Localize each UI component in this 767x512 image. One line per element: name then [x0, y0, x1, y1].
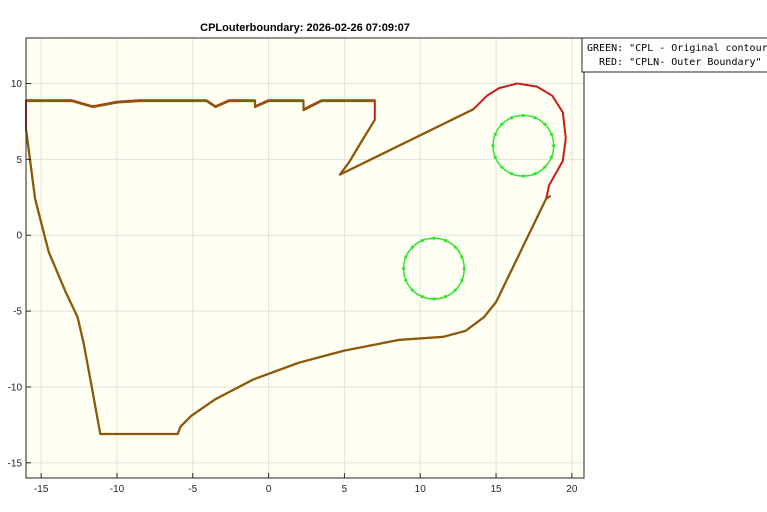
- circle-marker: [533, 116, 537, 120]
- legend: GREEN: "CPL - Original contour" RED: "CP…: [581, 37, 767, 73]
- circle-marker: [491, 144, 495, 148]
- circle-marker: [432, 297, 436, 301]
- x-tick-label: -10: [110, 484, 125, 495]
- circle-marker: [500, 165, 504, 169]
- axes-background: [26, 38, 584, 478]
- legend-box: [581, 37, 767, 73]
- circle-marker: [420, 238, 424, 243]
- x-tick-label: -15: [34, 484, 49, 495]
- series-original-contour: [26, 99, 375, 112]
- circle-marker: [401, 267, 406, 271]
- circle-marker: [510, 172, 514, 176]
- circle-marker: [453, 288, 457, 292]
- circle-marker: [453, 245, 457, 249]
- circle-marker: [432, 236, 436, 240]
- chart-title: CPLouterboundary: 2026-02-26 07:09:07: [200, 22, 410, 34]
- plot-area: [24, 82, 567, 436]
- circle-marker: [543, 165, 547, 169]
- x-tick-label: 5: [342, 484, 348, 495]
- y-tick-label: 10: [11, 79, 23, 90]
- y-tick-label: 0: [16, 231, 22, 242]
- circle-marker: [493, 132, 497, 136]
- circle-marker: [549, 155, 553, 159]
- circle-marker: [521, 174, 525, 178]
- y-tick-label: 5: [16, 155, 22, 166]
- y-tick-label: -15: [8, 458, 23, 469]
- series-original-contour: [24, 128, 552, 436]
- circle-marker: [500, 122, 504, 126]
- circle-marker: [460, 255, 464, 259]
- circle-marker: [549, 132, 553, 136]
- x-tick-label: 0: [266, 484, 272, 495]
- legend-entry-red: RED: "CPLN- Outer Boundary": [599, 57, 762, 68]
- circle-marker: [410, 288, 415, 292]
- x-tick-label: 20: [566, 484, 578, 495]
- x-tick-label: 15: [490, 484, 502, 495]
- circle-marker: [443, 238, 448, 243]
- circle-marker: [552, 144, 556, 148]
- circle-marker: [404, 278, 408, 282]
- circle-marker: [510, 116, 514, 120]
- legend-entry-green: GREEN: "CPL - Original contour": [587, 43, 767, 54]
- circle-marker: [543, 122, 547, 126]
- circle-marker: [533, 172, 537, 176]
- circle-marker: [462, 267, 466, 271]
- circle-marker: [404, 255, 408, 259]
- series-original-contour: [338, 108, 474, 176]
- x-tick-label: 10: [415, 484, 427, 495]
- y-tick-label: -10: [8, 382, 23, 393]
- circle-marker: [493, 155, 497, 159]
- y-tick-label: -5: [13, 307, 22, 318]
- axis-ticks: -15 -10 -5 0 5 10 15 20 10 5 0 -5 -10 -15: [8, 79, 578, 495]
- circle-marker: [521, 113, 525, 117]
- circle-marker: [410, 245, 415, 249]
- circle-marker: [443, 295, 448, 299]
- circle-marker: [460, 278, 464, 282]
- x-tick-label: -5: [188, 484, 197, 495]
- grid-lines: [26, 38, 584, 478]
- circle-marker: [420, 295, 424, 299]
- axes-frame: [25, 37, 585, 479]
